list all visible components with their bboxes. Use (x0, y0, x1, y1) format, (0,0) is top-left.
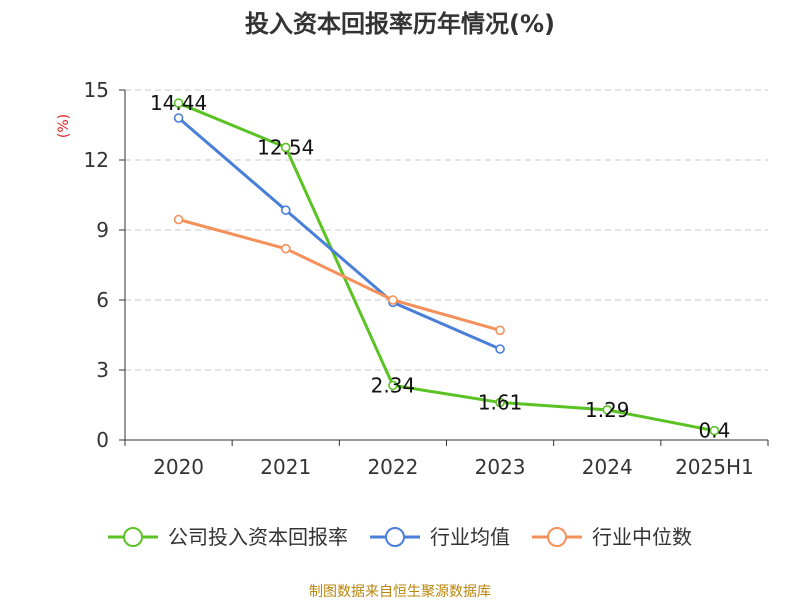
y-axis-label: (%) (56, 114, 72, 138)
data-point (173, 113, 184, 123)
x-tick-label: 2023 (475, 455, 526, 479)
y-tick-label: 9 (96, 218, 109, 242)
legend-marker (123, 527, 144, 547)
y-tick-label: 0 (96, 428, 109, 452)
y-tick-label: 12 (84, 148, 109, 172)
axes: 0 3 6 9 12 15 2020 2021 2022 2023 2024 2025H1 (84, 78, 769, 479)
data-point (495, 397, 505, 408)
data-point (388, 295, 398, 305)
series-3 (173, 214, 505, 336)
legend-item-3: 行业中位数 (531, 525, 692, 549)
series-lines (173, 98, 720, 436)
legend-marker (546, 527, 567, 547)
source-note: 制图数据来自恒生聚源数据库 (309, 584, 491, 600)
grid-lines (125, 89, 768, 371)
x-tick-label: 2022 (367, 455, 418, 479)
legend-label: 行业均值 (430, 525, 510, 549)
data-label: 14.44 (150, 91, 207, 115)
series-line (178, 218, 501, 332)
data-label: 0.4 (699, 419, 731, 443)
y-tick-label: 3 (96, 358, 109, 382)
x-tick-label: 2025H1 (675, 455, 754, 479)
series-line (177, 116, 501, 351)
data-point (495, 344, 505, 354)
data-labels: 14.44 12.54 2.34 1.61 1.29 0.4 (150, 91, 730, 443)
data-point (280, 142, 291, 153)
data-point (173, 214, 184, 225)
series-line (178, 101, 715, 433)
data-label: 2.34 (371, 373, 416, 397)
x-tick-label: 2020 (153, 455, 204, 479)
data-point (280, 205, 291, 215)
data-point (495, 325, 505, 336)
legend-item-1: 公司投入资本回报率 (108, 525, 348, 549)
legend: 公司投入资本回报率 行业均值 行业中位数 (108, 525, 692, 549)
y-tick-label: 6 (96, 288, 109, 312)
data-point (602, 405, 613, 415)
legend-label: 行业中位数 (592, 525, 692, 549)
legend-label: 公司投入资本回报率 (168, 525, 348, 549)
data-point (173, 98, 184, 108)
series-1 (173, 98, 720, 436)
data-point (709, 425, 720, 436)
data-label: 12.54 (257, 135, 314, 159)
data-point (388, 380, 398, 391)
data-label: 1.61 (478, 390, 523, 414)
data-point (280, 243, 291, 254)
x-tick-label: 2021 (260, 455, 311, 479)
chart-title: 投入资本回报率历年情况(%) (245, 10, 555, 38)
x-tick-label: 2024 (582, 455, 633, 479)
y-tick-label: 15 (84, 78, 109, 102)
legend-marker (385, 527, 405, 547)
data-label: 1.29 (585, 398, 630, 422)
legend-item-2: 行业均值 (370, 525, 510, 549)
